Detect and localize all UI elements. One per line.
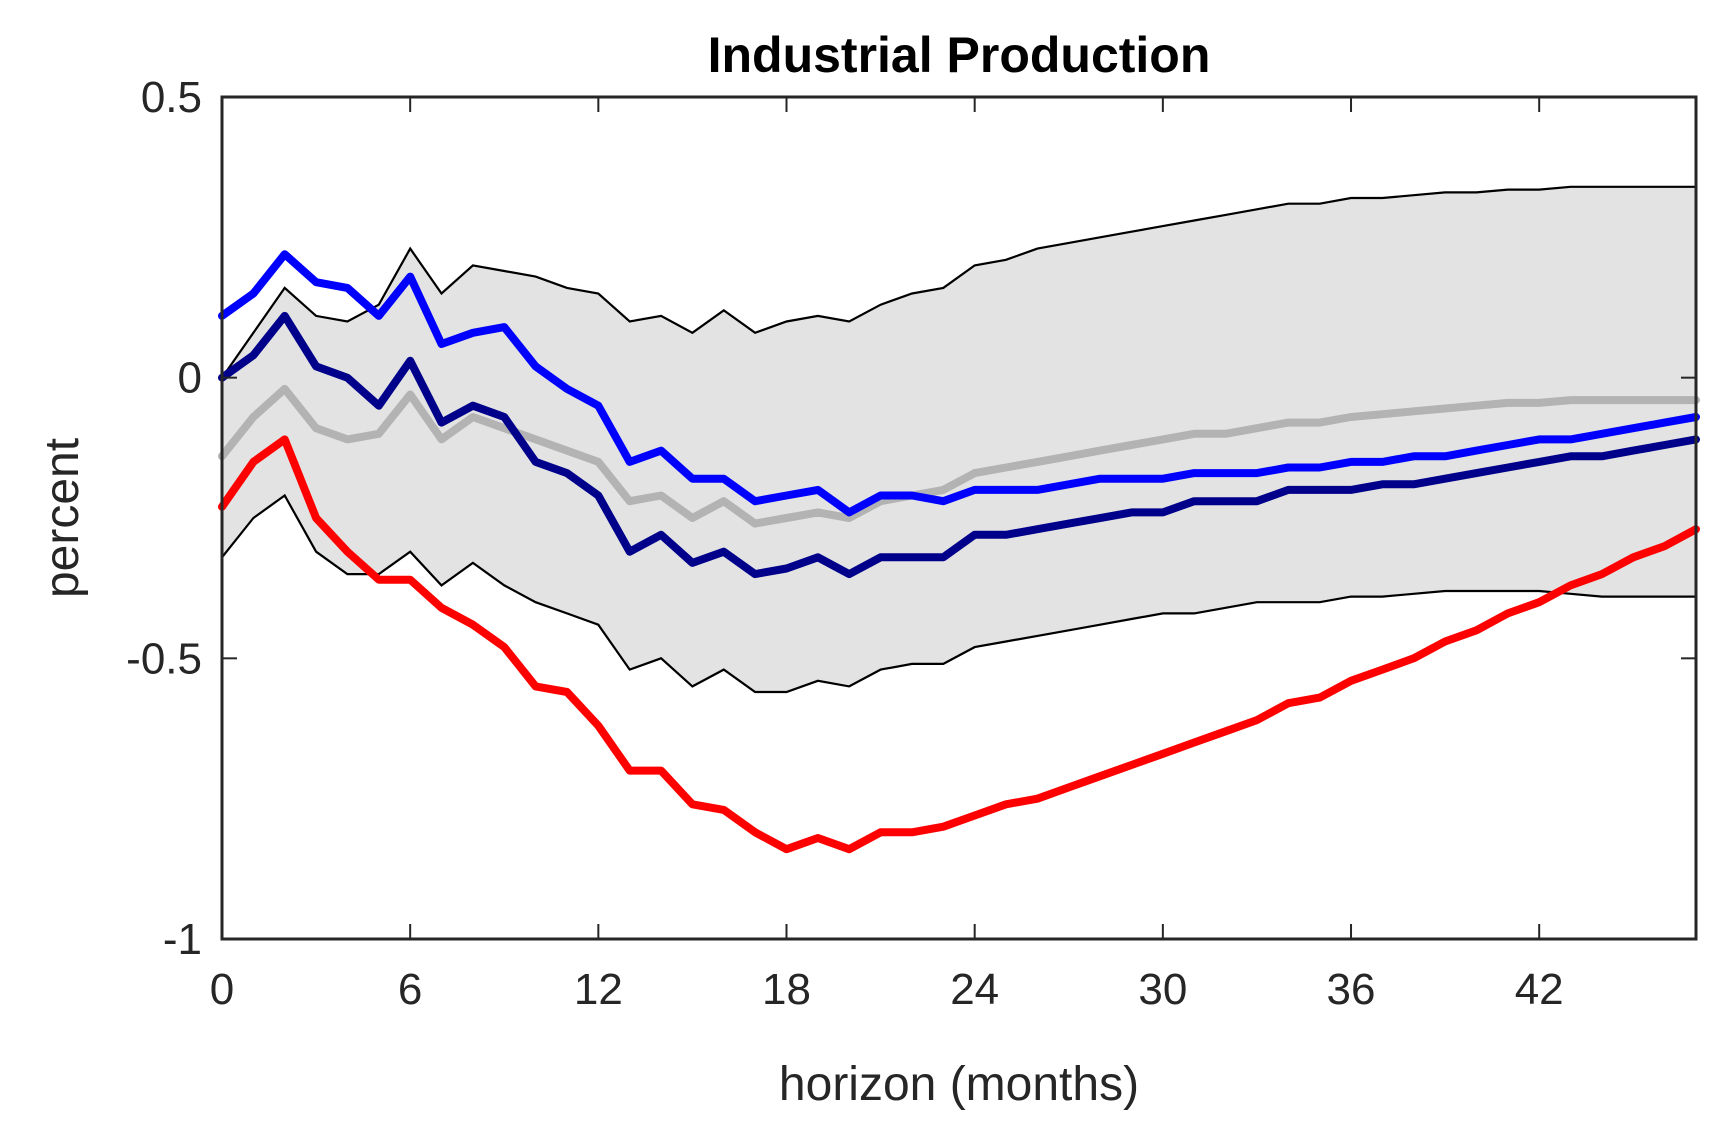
series-line-4	[218, 435, 1700, 854]
axes-frame	[220, 95, 1698, 941]
series-line-1	[218, 384, 1700, 528]
plot-area	[218, 185, 1700, 854]
x-tick-label: 12	[574, 965, 623, 1014]
y-tick-label: 0.5	[141, 73, 202, 122]
x-tick-label: 36	[1327, 965, 1376, 1014]
band-lower-line	[221, 493, 1696, 694]
y-axis-label: percent	[36, 438, 89, 598]
x-axis-label: horizon (months)	[779, 1058, 1139, 1111]
y-tick-label: -1	[163, 915, 202, 964]
band-upper-line	[221, 185, 1696, 379]
series-line-3	[218, 311, 1700, 579]
y-tick-label: -0.5	[126, 634, 202, 683]
x-tick-label: 6	[398, 965, 422, 1014]
y-tick-label: 0	[178, 354, 202, 403]
x-tick-label: 42	[1515, 965, 1564, 1014]
chart-title: Industrial Production	[708, 27, 1211, 83]
x-tick-label: 18	[762, 965, 811, 1014]
axis-ticks: 0 6 12 18 24 30 36 42 -1 -0.5 0 0.5	[126, 73, 1696, 1014]
series-line-2	[218, 250, 1700, 517]
confidence-band	[222, 186, 1696, 693]
x-tick-label: 30	[1138, 965, 1187, 1014]
x-tick-label: 0	[210, 965, 234, 1014]
x-tick-label: 24	[950, 965, 999, 1014]
